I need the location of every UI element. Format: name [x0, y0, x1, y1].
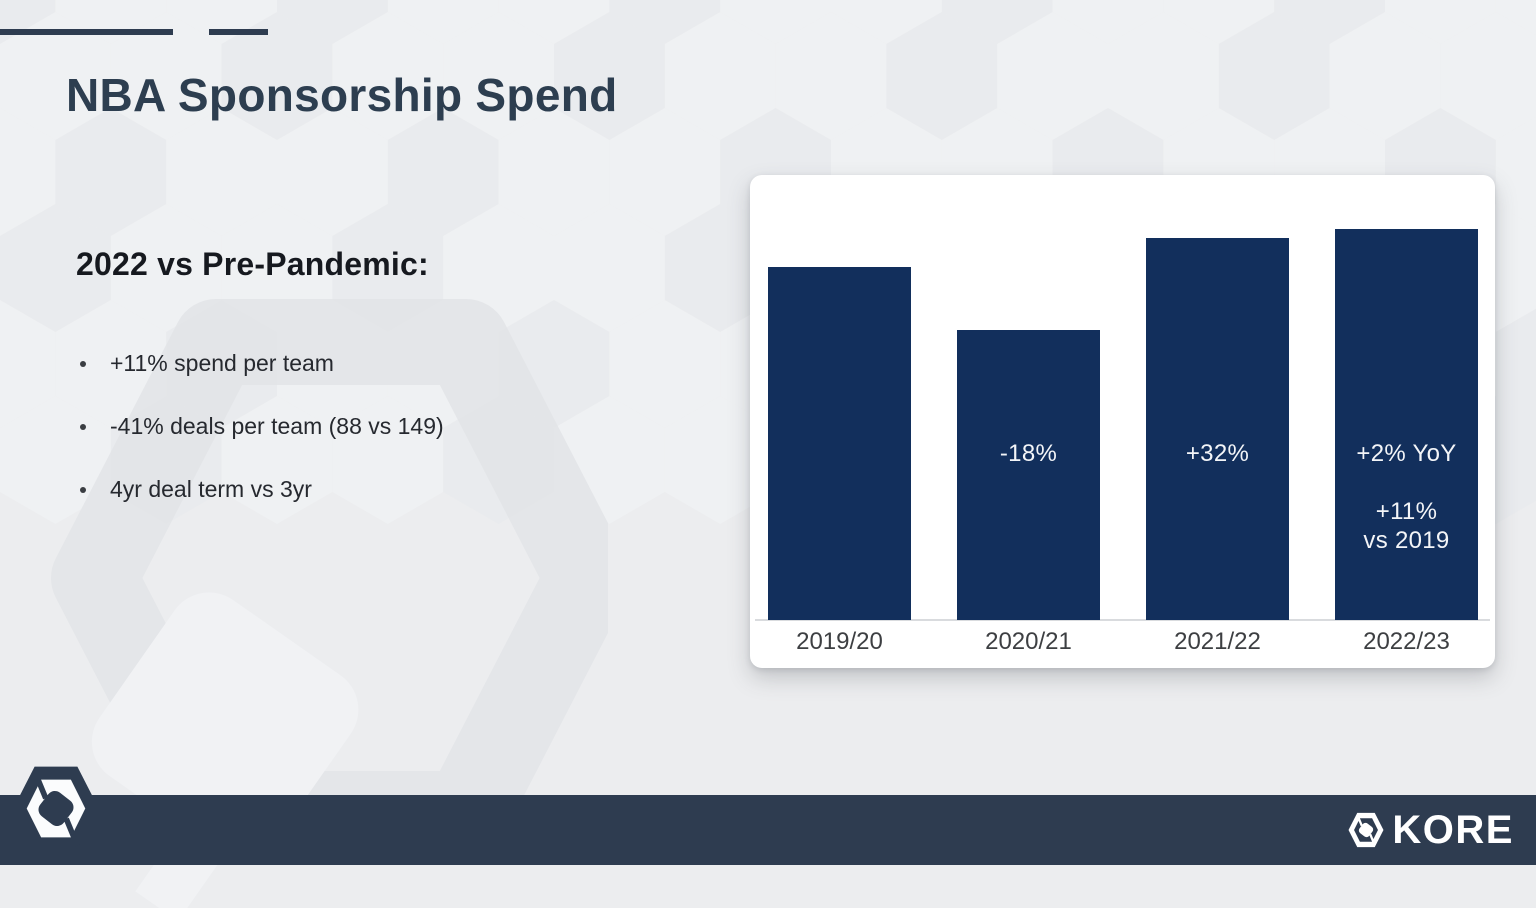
hexagon-tile — [55, 0, 167, 44]
hexagon-tile — [775, 12, 887, 140]
hexagon-tile — [221, 12, 333, 140]
hexagon-tile — [664, 12, 776, 140]
hexagon-tile — [1052, 0, 1164, 44]
hexagon-tile — [1218, 12, 1330, 140]
hexagon-tile — [221, 396, 333, 524]
x-axis-label: 2020/21 — [985, 628, 1072, 655]
bar-value-label: +2% YoY +11% vs 2019 — [1356, 440, 1457, 554]
hexagon-tile — [664, 396, 776, 524]
hexagon-tile — [831, 0, 942, 44]
hexagon-tile — [166, 108, 277, 236]
x-axis-label: 2021/22 — [1174, 628, 1261, 655]
bar-chart-plot — [750, 175, 1495, 621]
hexagon-tile — [110, 12, 222, 140]
bar-value-label: -18% — [999, 440, 1058, 467]
summary-heading: 2022 vs Pre-Pandemic: — [76, 246, 429, 282]
hexagon-tile — [1495, 116, 1536, 228]
hexagon-tile — [110, 204, 222, 332]
hexagon-tile — [0, 12, 111, 140]
hexagon-tile — [1274, 0, 1385, 44]
kore-hexagon-icon — [13, 766, 99, 851]
bar-2019/20 — [768, 267, 911, 620]
hexagon-tile — [720, 0, 831, 44]
hexagon-tile — [55, 108, 167, 236]
hexagon-tile — [0, 204, 111, 332]
x-axis-line — [755, 619, 1490, 621]
slide: NBA Sponsorship Spend 2022 vs Pre-Pandem… — [0, 0, 1536, 865]
hexagon-tile — [1495, 0, 1536, 36]
kore-wordmark: KORE — [1392, 808, 1514, 852]
hexagon-tile — [1385, 0, 1496, 44]
chart-card: 2019/20 -18% 2020/21 +32% 2021/22 +2% YoY +11… — [750, 175, 1495, 668]
hexagon-tile — [166, 0, 277, 44]
slide-title: NBA Sponsorship Spend — [66, 69, 618, 121]
accent-dash-long — [0, 29, 173, 35]
hexagon-tile — [1329, 12, 1441, 140]
summary-bullet: -41% deals per team (88 vs 149) — [76, 414, 676, 439]
bar-2020/21 — [957, 330, 1100, 620]
hexagon-tile — [609, 108, 721, 236]
summary-bullet: +11% spend per team — [76, 351, 676, 376]
hexagon-tile — [1440, 12, 1536, 140]
hexagon-tile — [554, 12, 665, 140]
bullet-dot — [80, 487, 86, 493]
hexagon-tile — [387, 0, 499, 44]
x-axis-label: 2019/20 — [796, 628, 883, 655]
bullet-dot — [80, 424, 86, 430]
hexagon-tile — [498, 0, 610, 44]
hexagon-tile — [277, 0, 388, 44]
kore-hexagon-icon — [1348, 812, 1384, 848]
hexagon-tile — [886, 12, 998, 140]
bullet-text: -41% deals per team (88 vs 149) — [110, 413, 444, 439]
x-axis-label: 2022/23 — [1363, 628, 1450, 655]
hexagon-tile — [498, 108, 610, 236]
hexagon-tile — [1495, 308, 1536, 420]
hexagon-tile — [609, 300, 721, 428]
hexagon-tile — [609, 0, 721, 44]
accent-dash-short — [209, 29, 268, 35]
bar-2021/22 — [1146, 238, 1289, 620]
bar-value-label: +32% — [1185, 440, 1250, 467]
bullet-text: +11% spend per team — [110, 350, 334, 376]
hexagon-tile — [277, 108, 388, 236]
hexagon-tile — [554, 204, 665, 332]
hexagon-tile — [0, 108, 56, 236]
summary-bullet-list: +11% spend per team -41% deals per team (… — [76, 351, 676, 540]
hexagon-tile — [332, 396, 444, 524]
kore-corner-badge — [8, 762, 104, 855]
bullet-dot — [80, 361, 86, 367]
footer-bar: KORE — [0, 795, 1536, 865]
hexagon-tile — [1163, 0, 1275, 44]
bullet-text: 4yr deal term vs 3yr — [110, 476, 312, 502]
hexagon-tile — [55, 300, 167, 428]
hexagon-tile — [0, 300, 56, 428]
hexagon-tile — [332, 12, 444, 140]
hexagon-tile — [941, 0, 1053, 44]
hexagon-tile — [664, 204, 776, 332]
hexagon-tile — [997, 12, 1108, 140]
summary-panel: 2022 vs Pre-Pandemic: +11% spend per tea… — [76, 246, 676, 502]
kore-logo-lockup: KORE — [1347, 810, 1536, 850]
summary-bullet: 4yr deal term vs 3yr — [76, 477, 676, 502]
bar-2022/23 — [1335, 229, 1478, 620]
hexagon-tile — [387, 108, 499, 236]
hexagon-tile — [1108, 12, 1219, 140]
hexagon-tile — [443, 12, 554, 140]
